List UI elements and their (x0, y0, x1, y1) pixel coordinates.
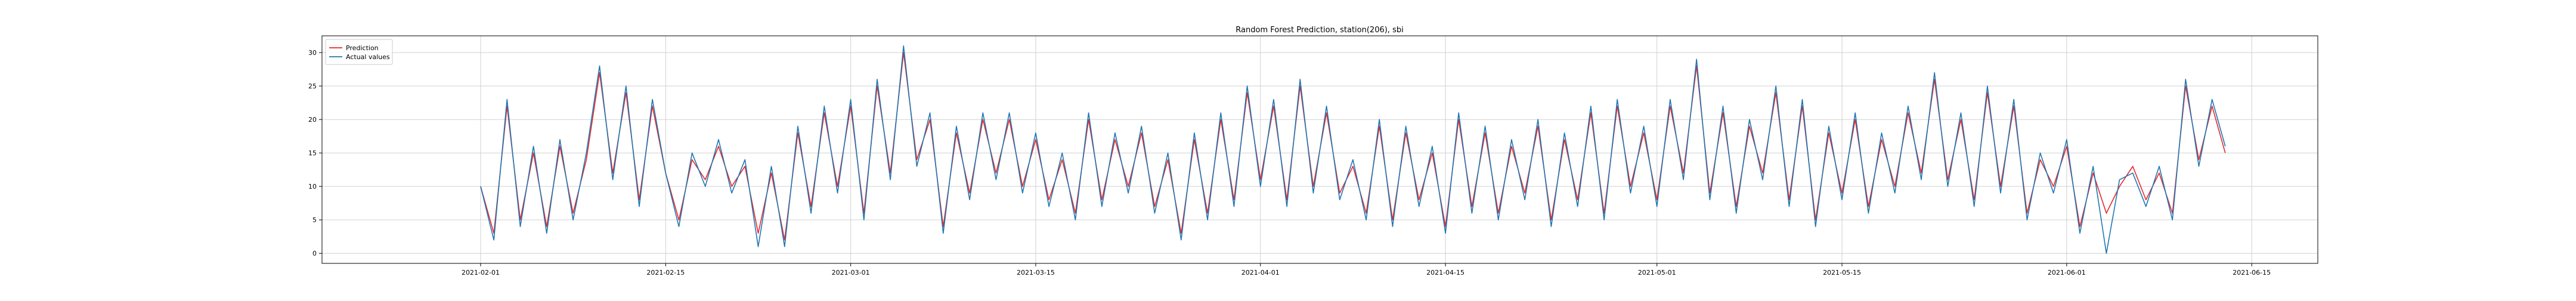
x-tick-label: 2021-05-15 (1823, 269, 1861, 277)
x-tick-label: 2021-02-01 (462, 269, 500, 277)
x-tick-label: 2021-06-15 (2233, 269, 2271, 277)
series-line-1 (480, 45, 2226, 254)
x-tick-label: 2021-04-15 (1426, 269, 1465, 277)
plot-frame (321, 35, 2318, 264)
y-tick-label: 15 (308, 149, 317, 157)
x-tick-label: 2021-05-01 (1638, 269, 1676, 277)
x-tick-label: 2021-04-01 (1241, 269, 1280, 277)
series-line-0 (480, 52, 2226, 241)
grid-layer (322, 36, 2318, 263)
y-tick-label: 5 (312, 216, 317, 224)
x-tick-label: 2021-03-15 (1017, 269, 1055, 277)
y-tick-label: 30 (308, 49, 317, 57)
legend-label: Prediction (346, 44, 379, 52)
x-tick-label: 2021-03-01 (832, 269, 870, 277)
chart-title: Random Forest Prediction, station(206), … (1236, 26, 1403, 35)
x-tick-label: 2021-06-01 (2048, 269, 2086, 277)
y-tick-label: 20 (308, 116, 317, 124)
x-tick-label: 2021-02-15 (646, 269, 685, 277)
series-layer (480, 45, 2226, 254)
y-tick-label: 0 (312, 250, 317, 257)
axis-layer: 0 5 10 15 20 25 30 2021-02-01 2021-02-15 2021-03-… (308, 49, 2271, 277)
legend-label: Actual values (346, 53, 390, 61)
y-tick-label: 25 (308, 82, 317, 90)
y-tick-label: 10 (308, 183, 317, 191)
legend-box (325, 39, 393, 65)
